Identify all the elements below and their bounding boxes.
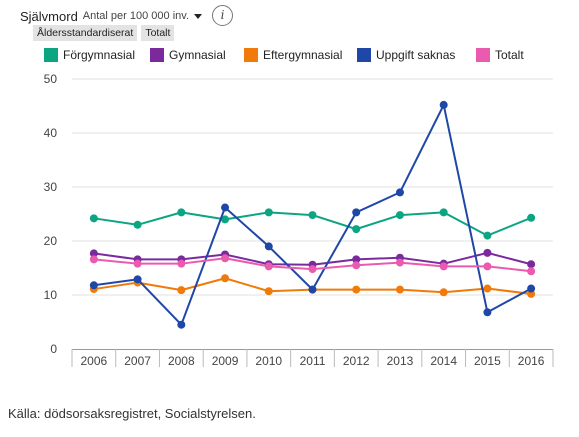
data-point [439, 288, 448, 297]
data-point [483, 248, 492, 257]
data-point [308, 285, 317, 294]
line-chart: 0 10 20 30 40 50 2006 2007 2008 2009 2010 2011 2012 2… [44, 72, 554, 368]
data-point [352, 285, 361, 294]
data-point [483, 262, 492, 271]
x-tick-label: 2007 [124, 354, 151, 368]
legend-item-totalt[interactable]: Totalt [476, 46, 546, 64]
x-tick-label: 2013 [387, 354, 414, 368]
legend-item-uppgift-saknas[interactable]: Uppgift saknas [357, 46, 476, 64]
y-tick-label: 0 [50, 342, 57, 356]
x-tick-label: 2009 [212, 354, 239, 368]
legend-swatch [150, 48, 164, 62]
y-tick-label: 50 [44, 72, 58, 86]
data-point [264, 242, 273, 251]
x-tick-label: 2015 [474, 354, 501, 368]
chart-header: Självmord Antal per 100 000 inv. [20, 6, 202, 26]
data-point [308, 211, 317, 220]
legend-swatch [476, 48, 490, 62]
data-point [527, 267, 536, 276]
data-point [395, 211, 404, 220]
legend-label: Förgymnasial [63, 48, 136, 62]
data-point [395, 285, 404, 294]
caret-down-icon[interactable] [194, 13, 202, 19]
legend: Förgymnasial Gymnasial Eftergymnasial Up… [44, 46, 546, 64]
data-point [133, 275, 142, 284]
data-point [221, 215, 230, 224]
data-point [483, 284, 492, 293]
data-point [439, 100, 448, 109]
chart-title: Självmord [20, 8, 78, 24]
x-tick-label: 2011 [300, 354, 326, 368]
legend-swatch [244, 48, 258, 62]
x-tick-label: 2006 [81, 354, 108, 368]
data-point [395, 188, 404, 197]
data-point [133, 220, 142, 229]
data-point [352, 255, 361, 264]
data-point [221, 274, 230, 283]
legend-item-eftergymnasial[interactable]: Eftergymnasial [244, 46, 357, 64]
x-tick-label: 2010 [255, 354, 282, 368]
data-point [177, 286, 186, 295]
data-point [264, 262, 273, 271]
data-point [352, 225, 361, 234]
source-note: Källa: dödsorsaksregistret, Socialstyrel… [8, 406, 256, 421]
data-point [177, 208, 186, 217]
y-tick-label: 10 [44, 288, 58, 302]
data-point [89, 281, 98, 290]
data-point [439, 262, 448, 271]
filter-tags: Åldersstandardiserat Totalt [33, 25, 175, 41]
legend-swatch [44, 48, 58, 62]
x-tick-label: 2008 [168, 354, 195, 368]
data-point [264, 208, 273, 217]
x-tick-label: 2014 [430, 354, 457, 368]
x-tick-label: 2012 [343, 354, 370, 368]
data-point [177, 259, 186, 268]
data-point [527, 260, 536, 269]
data-point [352, 261, 361, 270]
data-point [483, 308, 492, 317]
data-point [89, 255, 98, 264]
data-point [483, 231, 492, 240]
data-point [221, 203, 230, 212]
data-point [177, 320, 186, 329]
legend-label: Uppgift saknas [376, 48, 456, 62]
y-tick-label: 40 [44, 126, 58, 140]
tag-total[interactable]: Totalt [141, 25, 175, 41]
info-icon[interactable]: i [212, 5, 233, 26]
data-point [352, 208, 361, 217]
data-point [308, 265, 317, 274]
legend-item-gymnasial[interactable]: Gymnasial [150, 46, 244, 64]
data-point [221, 254, 230, 263]
data-point [133, 259, 142, 268]
legend-label: Totalt [495, 48, 524, 62]
unit-selector[interactable]: Antal per 100 000 inv. [82, 10, 189, 22]
y-tick-label: 20 [44, 234, 58, 248]
y-tick-label: 30 [44, 180, 58, 194]
legend-label: Eftergymnasial [263, 48, 343, 62]
data-point [89, 214, 98, 223]
data-point [264, 287, 273, 296]
x-tick-label: 2016 [518, 354, 545, 368]
data-point [395, 258, 404, 267]
legend-swatch [357, 48, 371, 62]
data-point [527, 284, 536, 293]
data-point [527, 213, 536, 222]
legend-label: Gymnasial [169, 48, 226, 62]
data-point [89, 249, 98, 258]
tag-age-standardized[interactable]: Åldersstandardiserat [33, 25, 138, 41]
legend-item-forgymnasial[interactable]: Förgymnasial [44, 46, 150, 64]
data-point [439, 208, 448, 217]
